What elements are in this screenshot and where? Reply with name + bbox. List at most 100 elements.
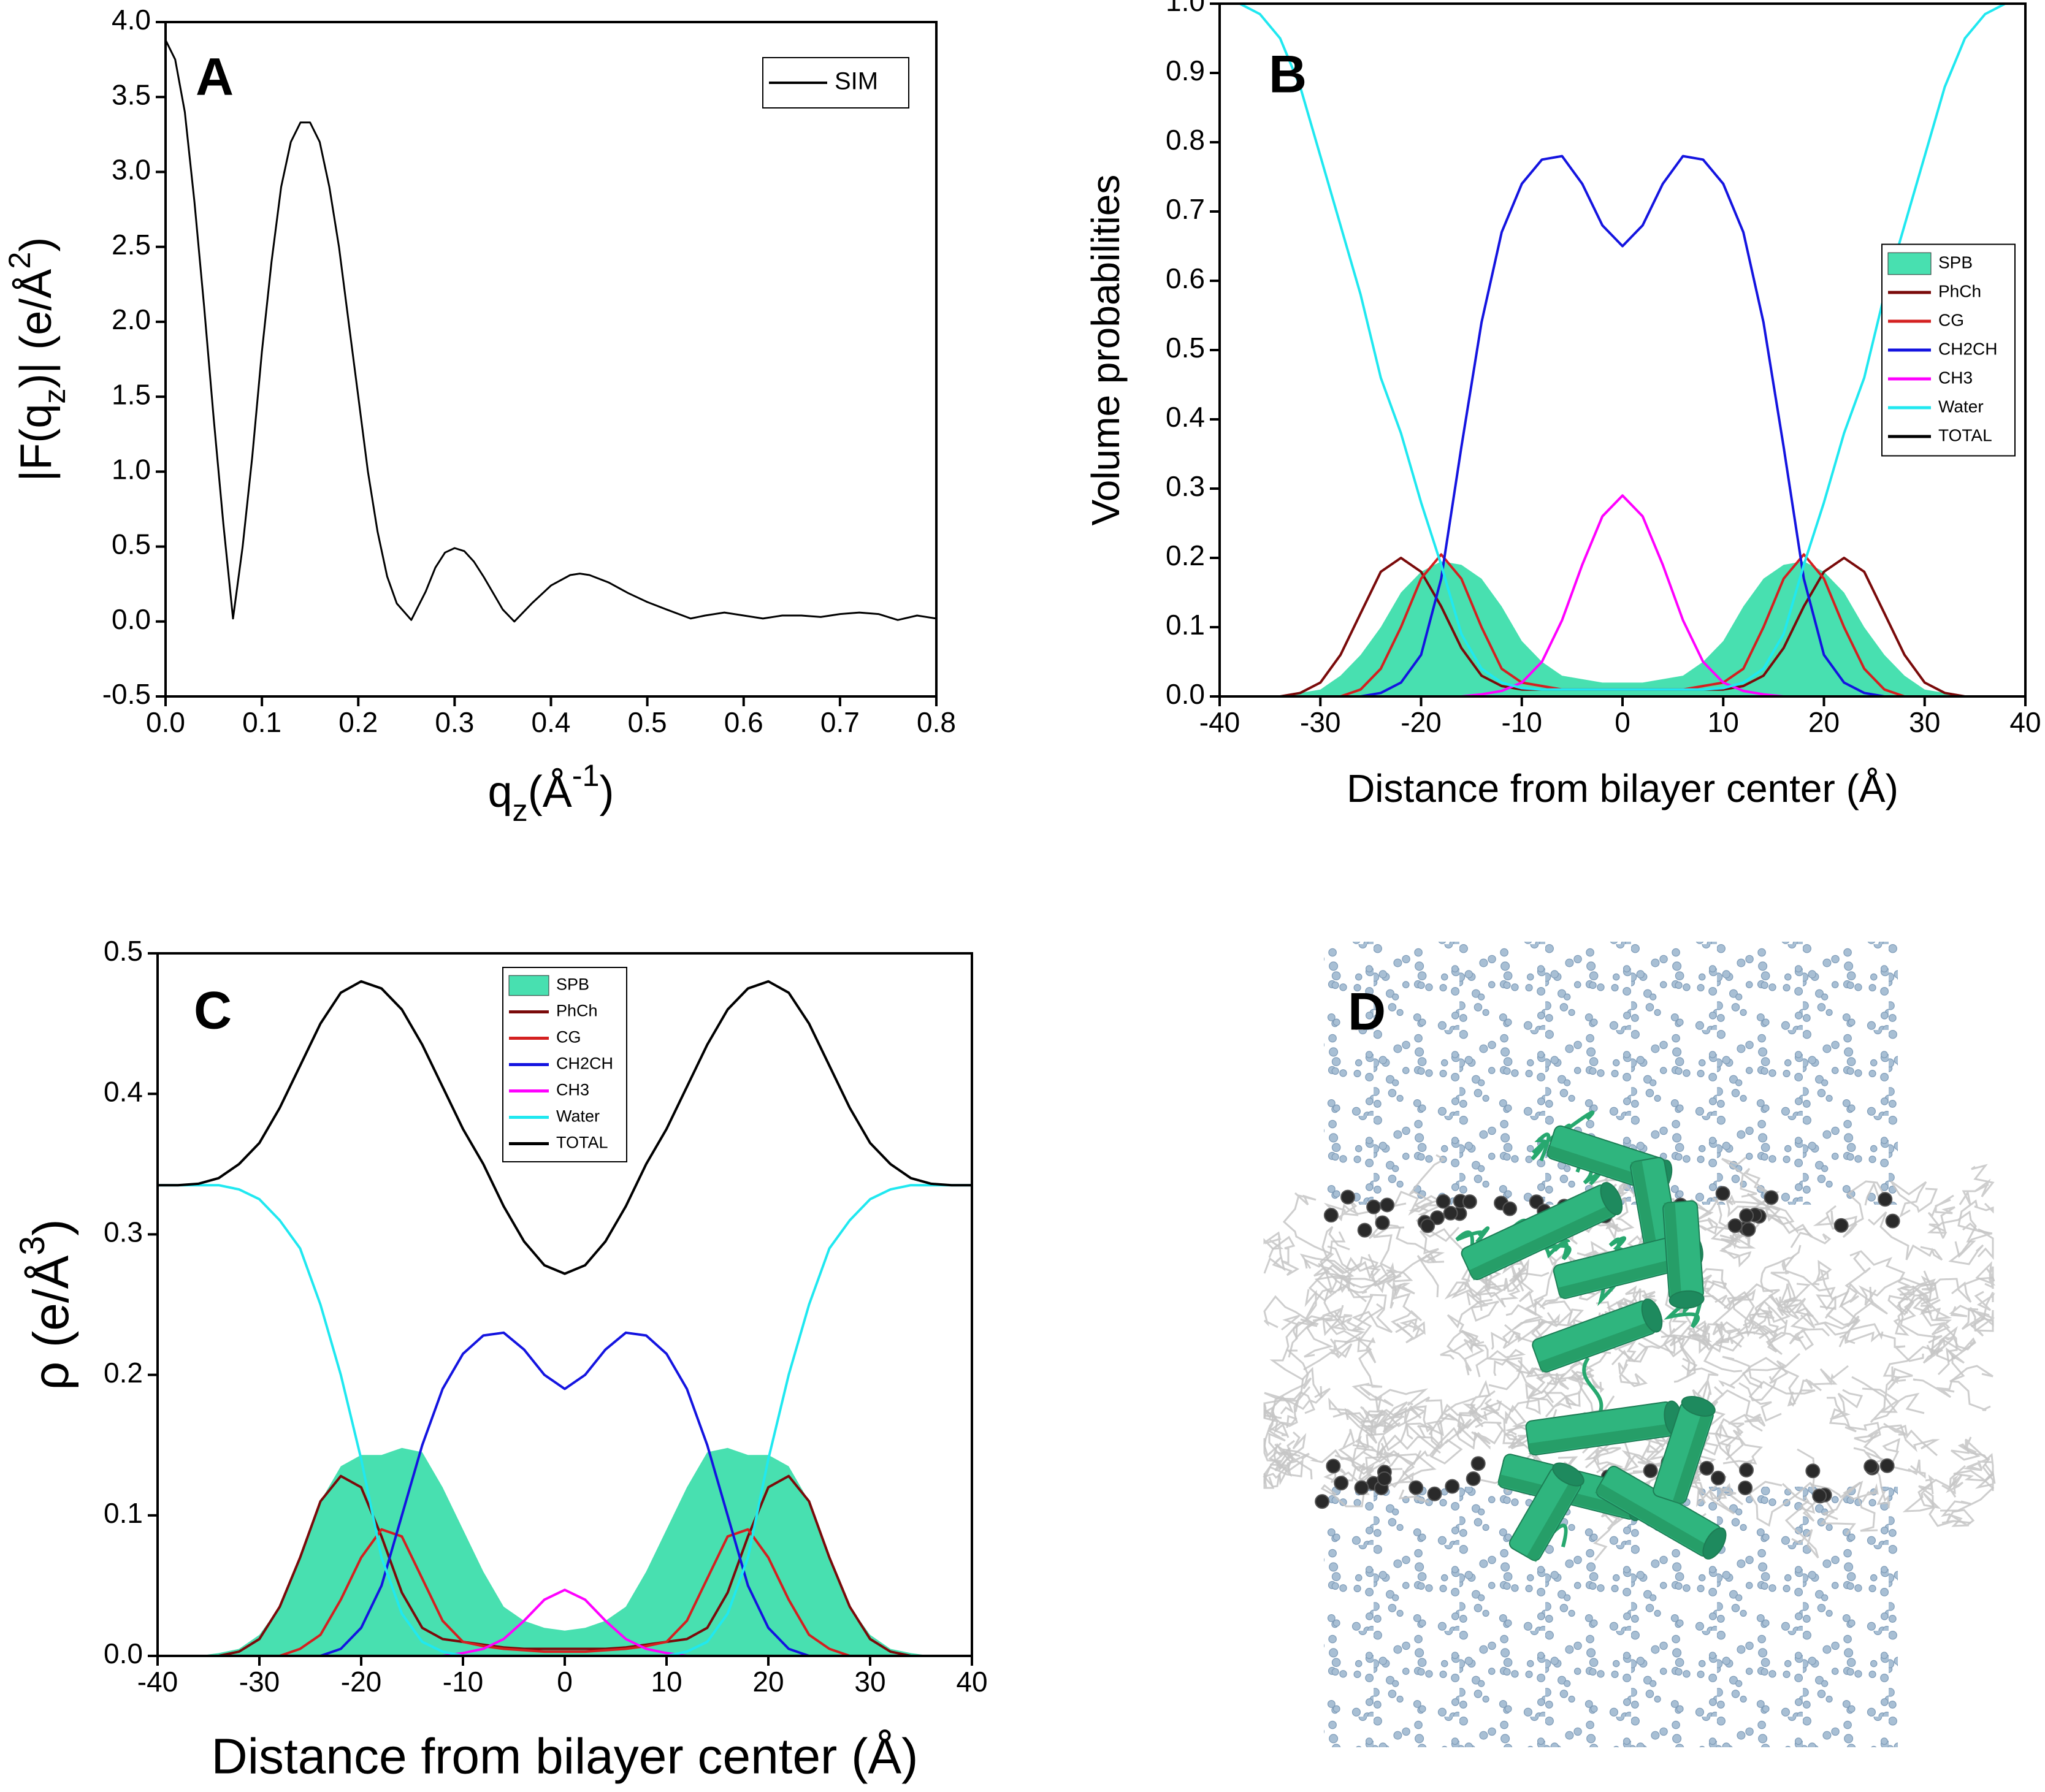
lipid-tail	[1369, 1405, 1432, 1440]
lipid-tail	[1264, 1387, 1331, 1414]
lipid-tail	[1975, 1260, 1996, 1289]
y-tick-label: 4.0	[112, 4, 151, 36]
lipid-tail	[1898, 1270, 1943, 1344]
x-tick-label: 0	[557, 1666, 573, 1698]
legend-label: SPB	[1938, 253, 1973, 272]
label-part: q	[487, 768, 512, 817]
y-tick-label: 0.7	[1166, 193, 1205, 225]
line	[158, 1474, 972, 1656]
lipid-tail	[1961, 1306, 1994, 1337]
x-tick-label: 0.6	[724, 706, 763, 738]
y-tick-label: 1.0	[112, 453, 151, 485]
lipid-tail	[1360, 1401, 1414, 1435]
phosphate-atom	[1326, 1458, 1341, 1474]
lipid-tail	[1789, 1312, 1830, 1351]
lipid-tail	[1661, 1320, 1725, 1353]
lipid-tail	[1584, 1446, 1624, 1473]
helix-shade	[1546, 1145, 1661, 1192]
lipid-tail	[1899, 1297, 1952, 1322]
lipid-tail	[1416, 1228, 1465, 1298]
y-axis-title: ρ (e/Å3)	[13, 1219, 79, 1390]
phosphate-atom	[1878, 1192, 1893, 1207]
x-axis-title: qz(Å-1)	[487, 758, 614, 828]
lipid-tail	[1323, 1289, 1385, 1331]
lipid-tail	[1268, 1235, 1300, 1276]
lipid-tail	[1724, 1291, 1773, 1338]
lipid-tail	[1373, 1226, 1413, 1283]
lipid-tail	[1776, 1283, 1814, 1317]
lipid-tail	[1564, 1369, 1605, 1407]
lipid-tail	[1375, 1427, 1491, 1456]
x-tick-label: -20	[341, 1666, 381, 1698]
lipid-tail	[1760, 1245, 1802, 1309]
label-part: (Å	[528, 768, 572, 817]
y-tick-label: 0.4	[104, 1075, 143, 1107]
y-axis-title: Volume probabilities	[1084, 175, 1128, 526]
helix-end	[1681, 1396, 1716, 1417]
plot-area	[166, 39, 936, 623]
phosphate-atom	[1738, 1480, 1753, 1495]
lipid-tail	[1692, 1217, 1743, 1243]
phosphate-atom	[1375, 1215, 1390, 1230]
panel-label: C	[194, 982, 232, 1040]
lipid-tail	[1618, 1333, 1743, 1373]
legend-label: CH3	[556, 1081, 589, 1099]
lipid-tail	[1263, 1431, 1307, 1472]
lipid-tail	[1593, 1504, 1627, 1561]
area	[158, 1447, 972, 1656]
lipid-tail	[1446, 1330, 1489, 1378]
lipid-tail	[1799, 1365, 1849, 1394]
lipid-tail	[1355, 1435, 1422, 1466]
lipid-tail	[1957, 1443, 1994, 1491]
lipid-tail	[1688, 1274, 1728, 1305]
lipid-tail	[1539, 1350, 1611, 1382]
lipid-tail	[1390, 1283, 1423, 1336]
lipid-tail	[1263, 1231, 1286, 1274]
y-axis-title: |F(qz)| (e/Å2)	[2, 237, 72, 482]
lipid-tail	[1858, 1275, 1939, 1306]
lipid-tail	[1829, 1389, 1863, 1433]
y-tick-label: -0.5	[102, 678, 151, 710]
phosphate-atom	[1466, 1471, 1481, 1487]
protein-helix	[1662, 1200, 1705, 1309]
x-tick-label: 30	[1909, 706, 1940, 738]
lipid-tail	[1440, 1341, 1485, 1376]
legend-swatch	[508, 975, 549, 996]
lipid-tail	[1718, 1357, 1800, 1407]
legend-label: CG	[556, 1028, 581, 1047]
label-part: )| (e/Å	[12, 269, 61, 389]
lipid-tail	[1263, 1295, 1334, 1358]
line	[158, 980, 972, 1275]
label-part: 2	[2, 252, 37, 269]
label-part: ρ (e/Å	[23, 1255, 79, 1390]
line	[158, 1588, 972, 1656]
y-tick-label: 0.5	[104, 935, 143, 967]
y-tick-label: 0.6	[1166, 262, 1205, 294]
y-tick-label: 0.0	[1166, 678, 1205, 710]
line	[1220, 154, 2025, 696]
plot-area	[158, 980, 972, 1656]
lipid-tail	[1824, 1286, 1888, 1328]
y-tick-label: 1.0	[1166, 0, 1205, 17]
label-part: 3	[13, 1236, 52, 1256]
phosphate-atom	[1812, 1488, 1827, 1503]
lipid-tail	[1948, 1228, 1994, 1265]
lipid-tail	[1500, 1258, 1527, 1305]
helix-end	[1600, 1182, 1623, 1216]
phosphate-atom	[1863, 1459, 1879, 1474]
x-tick-label: 10	[1708, 706, 1739, 738]
x-tick-label: 0.8	[917, 706, 956, 738]
phosphate-atom	[1340, 1189, 1356, 1205]
line	[158, 1331, 972, 1656]
phosphate-atom	[1502, 1201, 1518, 1216]
lipid-tail	[1883, 1346, 1943, 1382]
lipid-tail	[1363, 1450, 1429, 1503]
y-tick-label: 0.2	[104, 1357, 143, 1389]
lipid-tail	[1957, 1199, 1994, 1235]
label-part: z	[513, 793, 528, 828]
y-tick-label: 0.5	[112, 528, 151, 560]
y-tick-label: 0.1	[1166, 609, 1205, 641]
lipid-tail	[1849, 1250, 1915, 1316]
phosphate-atom	[1445, 1479, 1460, 1494]
phosphate-atom	[1741, 1222, 1756, 1237]
